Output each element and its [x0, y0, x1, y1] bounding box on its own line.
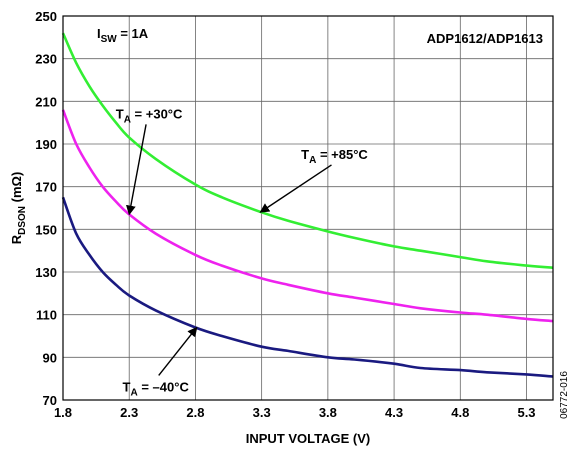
y-tick-label-4: 150 [35, 222, 57, 237]
y-axis-title-sub: DSON [17, 206, 28, 235]
condition-main: I [97, 26, 101, 41]
x-tick-label-5: 4.3 [385, 405, 403, 420]
condition-sub: SW [101, 34, 118, 45]
series-arrow-0 [259, 164, 332, 213]
grid [62, 15, 553, 401]
x-tick-label-1: 2.3 [120, 405, 138, 420]
y-tick-label-0: 70 [43, 393, 57, 408]
series-arrow-1 [126, 124, 147, 216]
y-axis-title: RDSON (mΩ) [9, 172, 28, 245]
y-tick-label-2: 110 [36, 308, 57, 323]
x-tick-labels: 1.8 2.3 2.8 3.3 3.8 4.3 4.8 5.3 [54, 405, 536, 420]
part-number-label: ADP1612/ADP1613 [427, 31, 543, 46]
series-label-2: TA = –40°C [123, 379, 190, 398]
y-tick-label-6: 190 [35, 137, 57, 152]
y-tick-label-8: 230 [35, 52, 57, 67]
series-line-1 [61, 109, 554, 323]
y-tick-label-7: 210 [35, 94, 57, 109]
x-tick-label-0: 1.8 [54, 405, 72, 420]
series-label-1: TA = +30°C [116, 106, 183, 125]
y-axis-title-unit: (mΩ) [9, 172, 24, 206]
condition-label: ISW = 1A [97, 26, 149, 45]
series-line-2 [61, 196, 554, 378]
plot-frame [62, 15, 554, 401]
series-label-0: TA = +85°C [301, 147, 368, 166]
y-tick-label-3: 130 [35, 265, 57, 280]
x-tick-label-2: 2.8 [186, 405, 204, 420]
y-axis-title-main: R [9, 234, 24, 244]
y-tick-label-1: 90 [43, 350, 57, 365]
x-tick-label-4: 3.8 [319, 405, 337, 420]
x-tick-label-7: 5.3 [517, 405, 535, 420]
x-tick-label-6: 4.8 [451, 405, 469, 420]
y-tick-label-9: 250 [35, 9, 57, 24]
x-axis-title: INPUT VOLTAGE (V) [246, 431, 370, 446]
figure-id: 06772-016 [559, 371, 570, 419]
y-tick-label-5: 170 [35, 180, 57, 195]
series-arrow-2 [158, 326, 198, 376]
series-annotations: TA = +85°C TA = +30°C TA = –40°C [116, 106, 369, 398]
x-tick-label-3: 3.3 [253, 405, 271, 420]
condition-rest: = 1A [117, 26, 149, 41]
series-group [61, 32, 554, 378]
y-tick-labels: 70 90 110 130 150 170 190 210 230 250 [35, 9, 57, 408]
